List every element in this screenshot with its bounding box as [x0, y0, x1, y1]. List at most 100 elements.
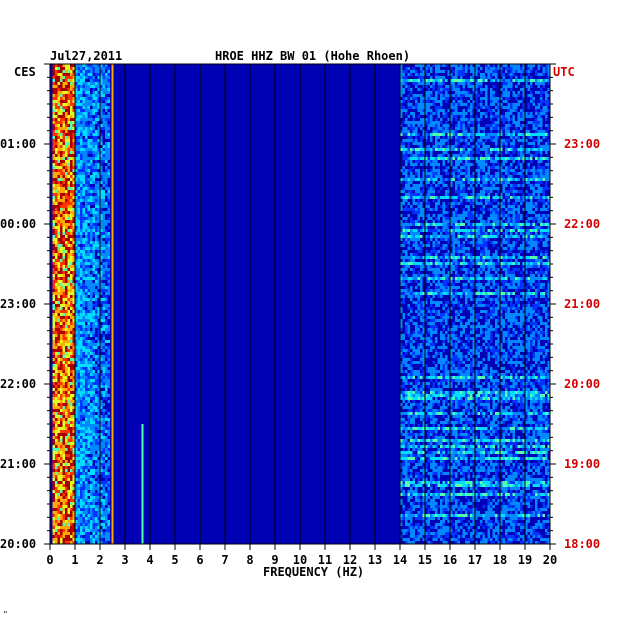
spectrogram-cell [530, 241, 533, 244]
spectrogram-cell [437, 271, 440, 274]
spectrogram-cell [62, 166, 65, 169]
spectrogram-cell [85, 196, 88, 199]
spectrogram-cell [57, 73, 60, 76]
spectrogram-cell [452, 295, 455, 298]
spectrogram-cell [420, 244, 423, 247]
spectrogram-cell [70, 148, 73, 151]
spectrogram-cell [527, 247, 530, 250]
spectrogram-cell [465, 226, 468, 229]
spectrogram-cell [400, 91, 403, 94]
spectrogram-cell [490, 265, 493, 268]
spectrogram-cell [407, 130, 410, 133]
spectrogram-cell [425, 94, 428, 97]
spectrogram-cell [487, 277, 490, 280]
spectrogram-cell [505, 88, 508, 91]
spectrogram-cell [65, 274, 68, 277]
spectrogram-cell [525, 250, 528, 253]
spectrogram-cell [422, 130, 425, 133]
spectrogram-cell [507, 271, 510, 274]
spectrogram-cell [100, 154, 103, 157]
spectrogram-cell [415, 142, 418, 145]
spectrogram-cell [75, 130, 78, 133]
spectrogram-cell [540, 112, 543, 115]
spectrogram-cell [407, 139, 410, 142]
spectrogram-cell [465, 214, 468, 217]
spectrogram-cell [465, 178, 468, 181]
spectrogram-cell [70, 97, 73, 100]
spectrogram-cell [425, 289, 428, 292]
spectrogram-cell [402, 229, 405, 232]
spectrogram-cell [480, 208, 483, 211]
spectrogram-cell [100, 217, 103, 220]
spectrogram-cell [480, 268, 483, 271]
spectrogram-cell [497, 223, 500, 226]
spectrogram-cell [507, 97, 510, 100]
spectrogram-cell [532, 202, 535, 205]
spectrogram-cell [452, 70, 455, 73]
spectrogram-cell [67, 175, 70, 178]
spectrogram-cell [495, 112, 498, 115]
spectrogram-cell [520, 271, 523, 274]
spectrogram-cell [525, 202, 528, 205]
spectrogram-cell [430, 70, 433, 73]
spectrogram-cell [52, 235, 55, 238]
spectrogram-cell [540, 178, 543, 181]
spectrogram-cell [430, 91, 433, 94]
spectrogram-cell [497, 229, 500, 232]
spectrogram-cell [72, 79, 75, 82]
spectrogram-cell [472, 271, 475, 274]
spectrogram-cell [77, 232, 80, 235]
spectrogram-cell [467, 133, 470, 136]
spectrogram-cell [412, 253, 415, 256]
spectrogram-cell [107, 268, 110, 271]
spectrogram-cell [545, 67, 548, 70]
spectrogram-cell [475, 199, 478, 202]
spectrogram-cell [70, 169, 73, 172]
spectrogram-cell [490, 202, 493, 205]
spectrogram-cell [472, 103, 475, 106]
spectrogram-cell [457, 112, 460, 115]
spectrogram-cell [420, 112, 423, 115]
spectrogram-cell [537, 235, 540, 238]
spectrogram-cell [65, 304, 68, 307]
spectrogram-cell [450, 148, 453, 151]
spectrogram-cell [412, 235, 415, 238]
spectrogram-cell [462, 277, 465, 280]
spectrogram-cell [400, 283, 403, 286]
spectrogram-cell [65, 202, 68, 205]
spectrogram-cell [60, 292, 63, 295]
spectrogram-cell [492, 298, 495, 301]
spectrogram-cell [437, 76, 440, 79]
spectrogram-cell [435, 244, 438, 247]
spectrogram-cell [527, 280, 530, 283]
spectrogram-cell [515, 190, 518, 193]
spectrogram-cell [412, 256, 415, 259]
spectrogram-cell [527, 151, 530, 154]
spectrogram-cell [547, 178, 550, 181]
spectrogram-cell [455, 118, 458, 121]
spectrogram-cell [95, 91, 98, 94]
spectrogram-cell [425, 67, 428, 70]
spectrogram-cell [92, 265, 95, 268]
spectrogram-cell [510, 76, 513, 79]
spectrogram-cell [545, 196, 548, 199]
spectrogram-cell [85, 217, 88, 220]
spectrogram-cell [452, 244, 455, 247]
spectrogram-cell [507, 238, 510, 241]
spectrogram-cell [75, 112, 78, 115]
spectrogram-cell [452, 178, 455, 181]
spectrogram-cell [100, 232, 103, 235]
spectrogram-cell [440, 214, 443, 217]
spectrogram-cell [102, 244, 105, 247]
spectrogram-cell [82, 67, 85, 70]
spectrogram-cell [65, 85, 68, 88]
spectrogram-cell [465, 163, 468, 166]
spectrogram-cell [102, 112, 105, 115]
spectrogram-cell [82, 118, 85, 121]
spectrogram-cell [530, 202, 533, 205]
spectrogram-cell [457, 244, 460, 247]
spectrogram-cell [77, 163, 80, 166]
spectrogram-cell [75, 175, 78, 178]
spectrogram-cell [62, 289, 65, 292]
spectrogram-cell [57, 229, 60, 232]
